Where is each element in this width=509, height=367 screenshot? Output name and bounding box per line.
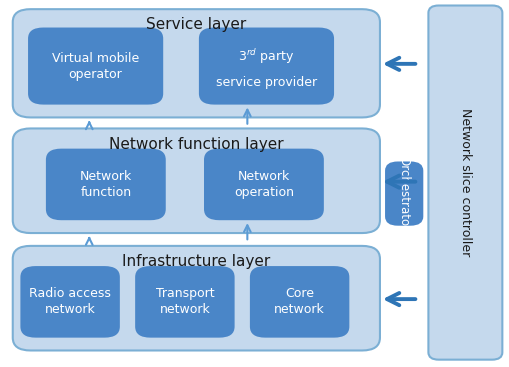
FancyBboxPatch shape: [13, 9, 379, 117]
Text: Transport
network: Transport network: [155, 287, 214, 316]
Text: Network
function: Network function: [79, 170, 132, 199]
FancyBboxPatch shape: [249, 266, 349, 338]
Text: Infrastructure layer: Infrastructure layer: [122, 254, 270, 269]
Text: Radio access
network: Radio access network: [29, 287, 111, 316]
FancyBboxPatch shape: [428, 6, 501, 360]
FancyBboxPatch shape: [28, 28, 163, 105]
Text: Network function layer: Network function layer: [109, 137, 283, 152]
Text: Core
network: Core network: [274, 287, 324, 316]
FancyBboxPatch shape: [13, 128, 379, 233]
Text: Network slice controller: Network slice controller: [458, 109, 471, 257]
Text: Service layer: Service layer: [146, 17, 246, 32]
Text: Network
operation: Network operation: [234, 170, 293, 199]
FancyBboxPatch shape: [384, 161, 422, 226]
FancyBboxPatch shape: [46, 149, 165, 220]
FancyBboxPatch shape: [204, 149, 323, 220]
FancyBboxPatch shape: [13, 246, 379, 350]
FancyBboxPatch shape: [135, 266, 234, 338]
Text: service provider: service provider: [215, 76, 317, 89]
FancyBboxPatch shape: [20, 266, 120, 338]
Text: Virtual mobile
operator: Virtual mobile operator: [52, 51, 139, 81]
Text: $3^{rd}$ party: $3^{rd}$ party: [238, 47, 294, 66]
Text: Orchestrator: Orchestrator: [397, 156, 410, 231]
FancyBboxPatch shape: [199, 28, 333, 105]
